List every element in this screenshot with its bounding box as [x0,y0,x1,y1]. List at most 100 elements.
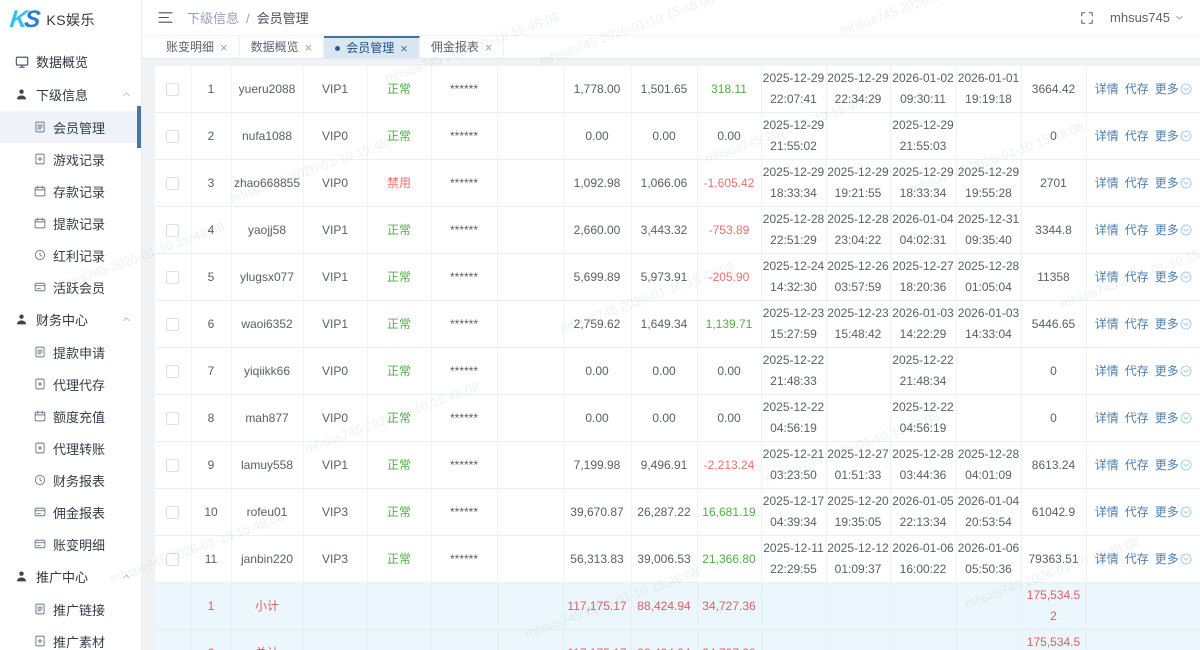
cell-balance2: 39,006.53 [631,535,698,583]
app-title: KS娱乐 [46,12,96,28]
more-link[interactable]: 更多 [1155,361,1192,382]
breadcrumb-parent[interactable]: 下级信息 [187,11,240,26]
sidebar-item-1[interactable]: 下级信息 [0,78,141,111]
more-link[interactable]: 更多 [1155,267,1192,288]
row-checkbox[interactable] [166,458,180,472]
sidebar-subitem-1-5[interactable]: 活跃会员 [0,271,141,303]
deposit-link[interactable]: 代存 [1124,175,1149,190]
more-link[interactable]: 更多 [1155,126,1192,147]
user-menu[interactable]: mhsus745 [1110,10,1184,25]
detail-link[interactable]: 详情 [1094,175,1119,190]
cell-date4: 2025-12-28 01:05:04 [956,253,1022,301]
sidebar-item-2[interactable]: 财务中心 [0,303,141,336]
cell-vip-level: VIP0 [303,112,368,160]
close-icon[interactable]: × [220,39,228,55]
row-checkbox[interactable] [166,270,180,284]
deposit-link[interactable]: 代存 [1124,410,1149,425]
row-checkbox[interactable] [166,317,180,331]
fullscreen-icon[interactable] [1080,11,1094,25]
sidebar-subitem-3-0[interactable]: 推广链接 [0,593,141,625]
cell-balance1: 2,660.00 [563,206,632,254]
cell-date3: 2025-12-22 04:56:19 [890,394,957,442]
cell-balance2: 5,973.91 [631,253,698,301]
tab-3[interactable]: 佣金报表 × [419,36,505,58]
detail-link[interactable]: 详情 [1094,551,1119,566]
row-checkbox[interactable] [166,364,180,378]
sidebar-subitem-1-2[interactable]: 存款记录 [0,175,141,207]
detail-link[interactable]: 详情 [1094,457,1119,472]
sidebar-subitem-2-1[interactable]: 代理代存 [0,368,141,400]
row-checkbox[interactable] [166,129,180,143]
cell-empty [431,629,498,650]
more-link[interactable]: 更多 [1155,502,1192,523]
deposit-link[interactable]: 代存 [1124,363,1149,378]
cell-date4: 2026-01-04 20:53:54 [956,488,1022,536]
sidebar-subitem-3-1[interactable]: 推广素材 [0,625,141,650]
sidebar-subitem-2-6[interactable]: 账变明细 [0,528,141,560]
sidebar-subitem-2-5[interactable]: 佣金报表 [0,496,141,528]
close-icon[interactable]: × [400,40,408,56]
tab-2[interactable]: 会员管理 × [324,36,420,58]
cell-empty [497,66,564,113]
deposit-link[interactable]: 代存 [1124,504,1149,519]
row-checkbox[interactable] [166,411,180,425]
deposit-link[interactable]: 代存 [1124,222,1149,237]
cell-password: ****** [431,535,498,583]
cell-checkbox [155,535,192,583]
more-link[interactable]: 更多 [1155,173,1192,194]
more-link[interactable]: 更多 [1155,408,1192,429]
sidebar-subitem-2-4[interactable]: 财务报表 [0,464,141,496]
detail-link[interactable]: 详情 [1094,410,1119,425]
cell-checkbox [155,441,192,489]
more-link[interactable]: 更多 [1155,549,1192,570]
deposit-link[interactable]: 代存 [1124,128,1149,143]
row-checkbox[interactable] [166,223,180,237]
cell-status: 正常 [367,441,432,489]
more-circle-icon [1180,130,1192,142]
more-link[interactable]: 更多 [1155,220,1192,241]
cell-empty [497,441,564,489]
row-checkbox[interactable] [166,505,180,519]
cell-actions: 详情 代存 更多 [1086,441,1200,489]
close-icon[interactable]: × [484,39,493,55]
user-icon [14,569,29,584]
deposit-link[interactable]: 代存 [1124,81,1149,96]
sidebar-subitem-1-4[interactable]: 红利记录 [0,239,141,271]
more-link[interactable]: 更多 [1155,314,1192,335]
close-icon[interactable]: × [304,39,313,55]
row-checkbox[interactable] [166,552,180,566]
sidebar-subitem-1-1[interactable]: 游戏记录 [0,143,141,175]
detail-link[interactable]: 详情 [1094,504,1119,519]
sidebar-subitem-2-2[interactable]: 额度充值 [0,400,141,432]
deposit-link[interactable]: 代存 [1124,269,1149,284]
sidebar-subitem-1-3[interactable]: 提款记录 [0,207,141,239]
deposit-link[interactable]: 代存 [1124,551,1149,566]
tab-1[interactable]: 数据概览 × [239,36,325,58]
sidebar-item-3[interactable]: 推广中心 [0,560,141,593]
hamburger-icon[interactable] [158,11,173,24]
detail-link[interactable]: 详情 [1094,269,1119,284]
active-tab-dot-icon [335,45,341,51]
deposit-link[interactable]: 代存 [1124,316,1149,331]
cell-empty [497,488,564,536]
cell-date2 [826,347,891,395]
sidebar-subitem-2-0[interactable]: 提款申请 [0,336,141,368]
row-checkbox[interactable] [166,176,180,190]
detail-link[interactable]: 详情 [1094,222,1119,237]
cell-date1: 2025-12-23 15:27:59 [761,300,827,348]
cell-checkbox [155,66,192,113]
detail-link[interactable]: 详情 [1094,128,1119,143]
detail-link[interactable]: 详情 [1094,316,1119,331]
more-link[interactable]: 更多 [1155,455,1192,476]
sidebar-subitem-label: 额度充值 [53,409,106,425]
sidebar-item-0[interactable]: 数据概览 [0,45,141,78]
detail-link[interactable]: 详情 [1094,363,1119,378]
deposit-link[interactable]: 代存 [1124,457,1149,472]
sidebar-subitem-2-3[interactable]: 代理转账 [0,432,141,464]
tab-0[interactable]: 账变明细 × [155,36,240,58]
sidebar-subitem-1-0[interactable]: 会员管理 [0,106,141,148]
cell-date2: 2025-12-23 15:48:42 [826,300,891,348]
detail-link[interactable]: 详情 [1094,81,1119,96]
row-checkbox[interactable] [166,82,180,96]
more-link[interactable]: 更多 [1155,79,1192,100]
